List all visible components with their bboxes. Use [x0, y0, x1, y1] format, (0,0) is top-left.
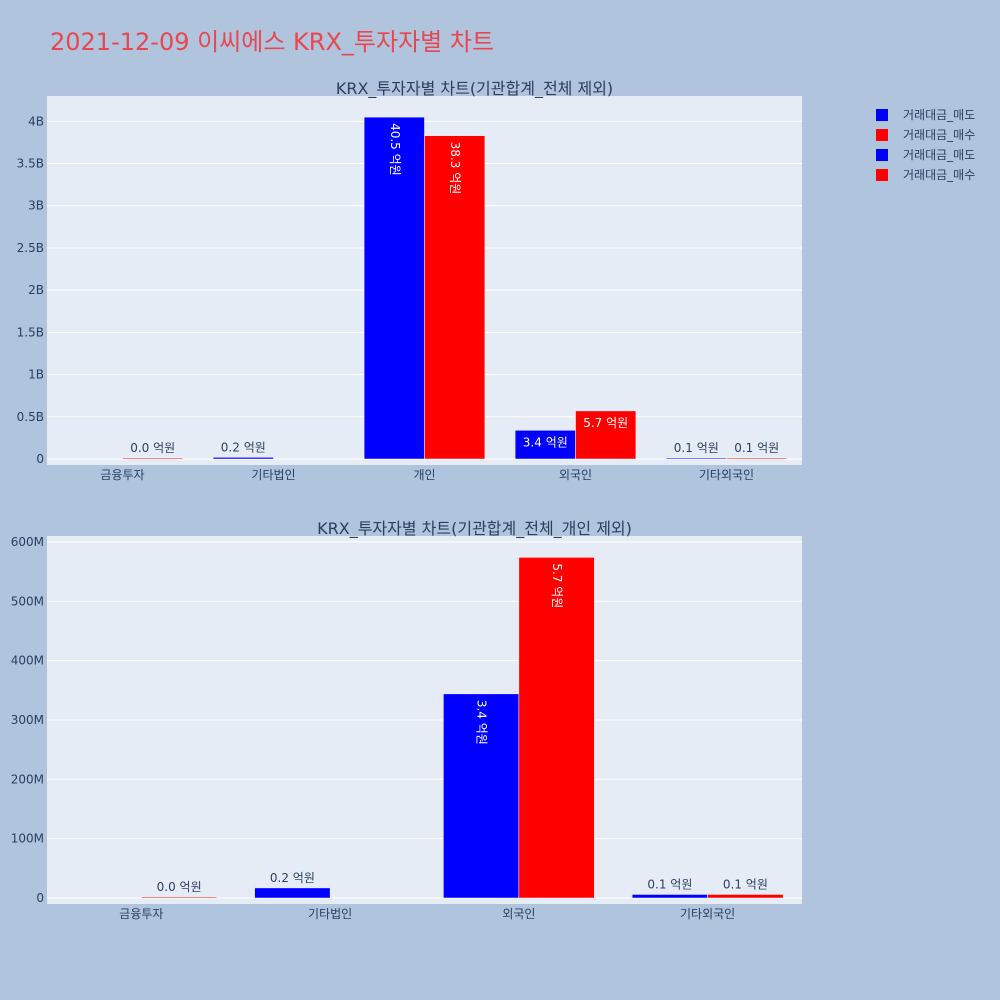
- bar-data-label: 0.2 억원: [221, 440, 266, 454]
- y-tick-label: 1.5B: [17, 325, 44, 339]
- bar[interactable]: [631, 894, 708, 899]
- x-tick-label: 외국인: [502, 907, 535, 921]
- bar-data-label: 38.3 억원: [448, 142, 462, 195]
- bar[interactable]: [212, 457, 274, 460]
- x-tick-label: 기타외국인: [680, 907, 735, 921]
- chart-title: KRX_투자자별 차트(기관합계_전체_개인 제외): [317, 519, 632, 539]
- legend-label[interactable]: 거래대금_매수: [903, 168, 975, 182]
- bar-data-label: 0.1 억원: [647, 877, 692, 891]
- bar[interactable]: [122, 457, 184, 460]
- bar-data-label: 0.1 억원: [723, 877, 768, 891]
- x-tick-label: 기타외국인: [699, 468, 754, 482]
- bar[interactable]: [363, 116, 425, 460]
- bar[interactable]: [424, 135, 486, 460]
- legend-label[interactable]: 거래대금_매수: [903, 128, 975, 142]
- bar[interactable]: [518, 557, 595, 899]
- y-tick-label: 600M: [11, 535, 44, 549]
- legend-label[interactable]: 거래대금_매도: [903, 108, 975, 122]
- legend-swatch[interactable]: [876, 129, 888, 141]
- y-tick-label: 400M: [11, 654, 44, 668]
- legend-swatch[interactable]: [876, 149, 888, 161]
- chart-bottom: 0 100M 200M 300M 400M 500M 600M 금융투자 기타법인 외국인 기타외국…: [11, 519, 802, 921]
- y-tick-label: 100M: [11, 832, 44, 846]
- bar[interactable]: [141, 896, 218, 899]
- y-tick-label: 200M: [11, 772, 44, 786]
- bar-data-label: 3.4 억원: [475, 700, 489, 745]
- y-tick-label: 500M: [11, 594, 44, 608]
- bar[interactable]: [254, 887, 331, 899]
- y-tick-label: 300M: [11, 713, 44, 727]
- legend-label[interactable]: 거래대금_매도: [903, 148, 975, 162]
- bar-data-label: 0.2 억원: [270, 871, 315, 885]
- bar[interactable]: [443, 693, 520, 899]
- bar-data-label: 5.7 억원: [550, 563, 564, 608]
- bar-data-label: 3.4 억원: [523, 435, 568, 449]
- x-tick-label: 금융투자: [100, 468, 144, 482]
- y-tick-label: 3B: [28, 199, 44, 213]
- y-tick-label: 3.5B: [17, 157, 44, 171]
- y-tick-label: 0: [36, 891, 44, 905]
- y-tick-label: 2B: [28, 283, 44, 297]
- x-tick-label: 금융투자: [119, 907, 163, 921]
- bar[interactable]: [665, 457, 727, 460]
- page-title: 2021-12-09 이씨에스 KRX_투자자별 차트: [50, 28, 495, 56]
- legend-swatch[interactable]: [876, 169, 888, 181]
- bar-data-label: 40.5 억원: [388, 123, 402, 176]
- bar-data-label: 0.0 억원: [157, 880, 202, 894]
- x-tick-label: 기타법인: [308, 907, 352, 921]
- x-tick-label: 기타법인: [251, 468, 295, 482]
- bar[interactable]: [575, 410, 637, 460]
- chart-top: 0 0.5B 1B 1.5B 2B 2.5B 3B 3.5B 4B 금융투자 기타법인 개인 외국인 기타…: [17, 79, 802, 482]
- bar-data-label: 0.1 억원: [674, 441, 719, 455]
- bar-data-label: 0.0 억원: [130, 441, 175, 455]
- y-tick-label: 0: [36, 452, 44, 466]
- y-tick-label: 0.5B: [17, 410, 44, 424]
- bar[interactable]: [707, 894, 784, 899]
- y-tick-label: 2.5B: [17, 241, 44, 255]
- bar[interactable]: [726, 457, 788, 460]
- legend-swatch[interactable]: [876, 109, 888, 121]
- bar-data-label: 5.7 억원: [583, 416, 628, 430]
- x-tick-label: 개인: [413, 468, 435, 482]
- y-tick-label: 1B: [28, 368, 44, 382]
- bar-data-label: 0.1 억원: [734, 441, 779, 455]
- x-tick-label: 외국인: [559, 468, 592, 482]
- chart-title: KRX_투자자별 차트(기관합계_전체 제외): [336, 79, 613, 99]
- y-tick-label: 4B: [28, 114, 44, 128]
